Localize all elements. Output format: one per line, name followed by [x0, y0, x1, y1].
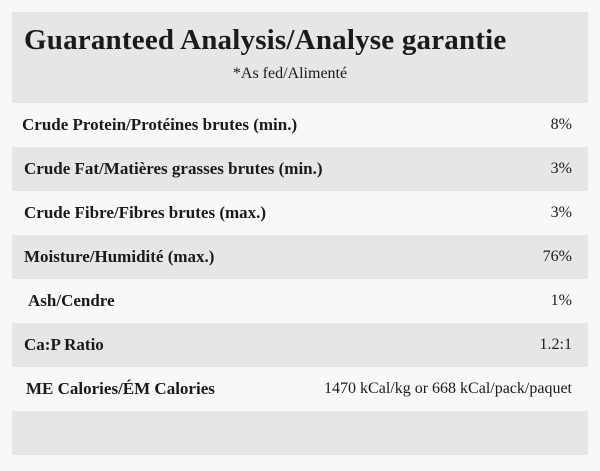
row-label: Crude Protein/Protéines brutes (min.)	[22, 115, 298, 134]
row-label: Crude Fibre/Fibres brutes (max.)	[24, 203, 267, 222]
row-label: Ca:P Ratio	[24, 335, 104, 354]
row-value: 1.2:1	[539, 336, 572, 353]
subtitle: *As fed/Alimenté	[232, 65, 348, 82]
row-value: 3%	[550, 160, 572, 177]
row-label: Moisture/Humidité (max.)	[24, 247, 215, 266]
row-value: 8%	[550, 116, 572, 133]
row-value: 3%	[550, 204, 572, 221]
header: Guaranteed Analysis/Analyse garantie *As…	[12, 12, 588, 103]
row-label: Ash/Cendre	[28, 291, 115, 310]
row-value: 76%	[542, 248, 572, 265]
table: Crude Protein/Protéines brutes (min.) 8% C…	[12, 103, 588, 455]
empty-row	[12, 411, 588, 455]
row-value: 1470 kCal/kg or 668 kCal/pack/paquet	[324, 380, 572, 397]
analysis-panel: Guaranteed Analysis/Analyse garantie *As…	[12, 12, 588, 455]
table-row: Crude Fat/Matières grasses brutes (min.)…	[12, 147, 588, 191]
row-value: 1%	[550, 292, 572, 309]
table-row: Moisture/Humidité (max.) 76%	[12, 235, 588, 279]
table-row: Ca:P Ratio 1.2:1	[12, 323, 588, 367]
table-row: Crude Protein/Protéines brutes (min.) 8%	[12, 103, 588, 147]
row-label: Crude Fat/Matières grasses brutes (min.)	[24, 159, 323, 178]
table-row: Crude Fibre/Fibres brutes (max.) 3%	[12, 191, 588, 235]
table-row: Ash/Cendre 1%	[12, 279, 588, 323]
table-row: ME Calories/ÉM Calories 1470 kCal/kg or 6…	[12, 367, 588, 411]
title: Guaranteed Analysis/Analyse garantie	[24, 24, 507, 56]
row-label: ME Calories/ÉM Calories	[26, 379, 215, 398]
